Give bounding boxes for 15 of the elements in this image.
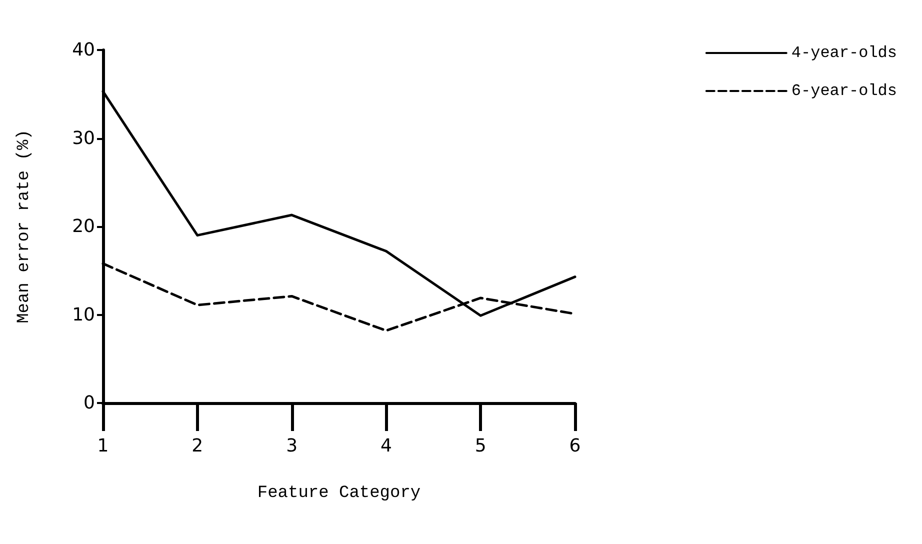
legend-label: 6-year-olds bbox=[791, 82, 898, 100]
x-axis-title: Feature Category bbox=[257, 484, 421, 503]
x-tick-label: 3 bbox=[286, 436, 298, 456]
legend-label: 4-year-olds bbox=[791, 44, 898, 62]
y-tick-label: 40 bbox=[72, 40, 95, 60]
y-tick-label: 30 bbox=[72, 128, 95, 149]
y-tick-label: 10 bbox=[72, 304, 95, 326]
x-tick-label: 5 bbox=[474, 436, 486, 456]
x-tick-label: 6 bbox=[569, 436, 581, 456]
x-tick-label: 2 bbox=[192, 436, 204, 456]
y-tick-label: 20 bbox=[72, 216, 95, 237]
x-tick-label: 4 bbox=[380, 436, 392, 456]
y-tick-label: 0 bbox=[84, 392, 95, 414]
y-axis-title: Mean error rate (%) bbox=[15, 130, 34, 324]
x-tick-label: 1 bbox=[97, 436, 109, 456]
